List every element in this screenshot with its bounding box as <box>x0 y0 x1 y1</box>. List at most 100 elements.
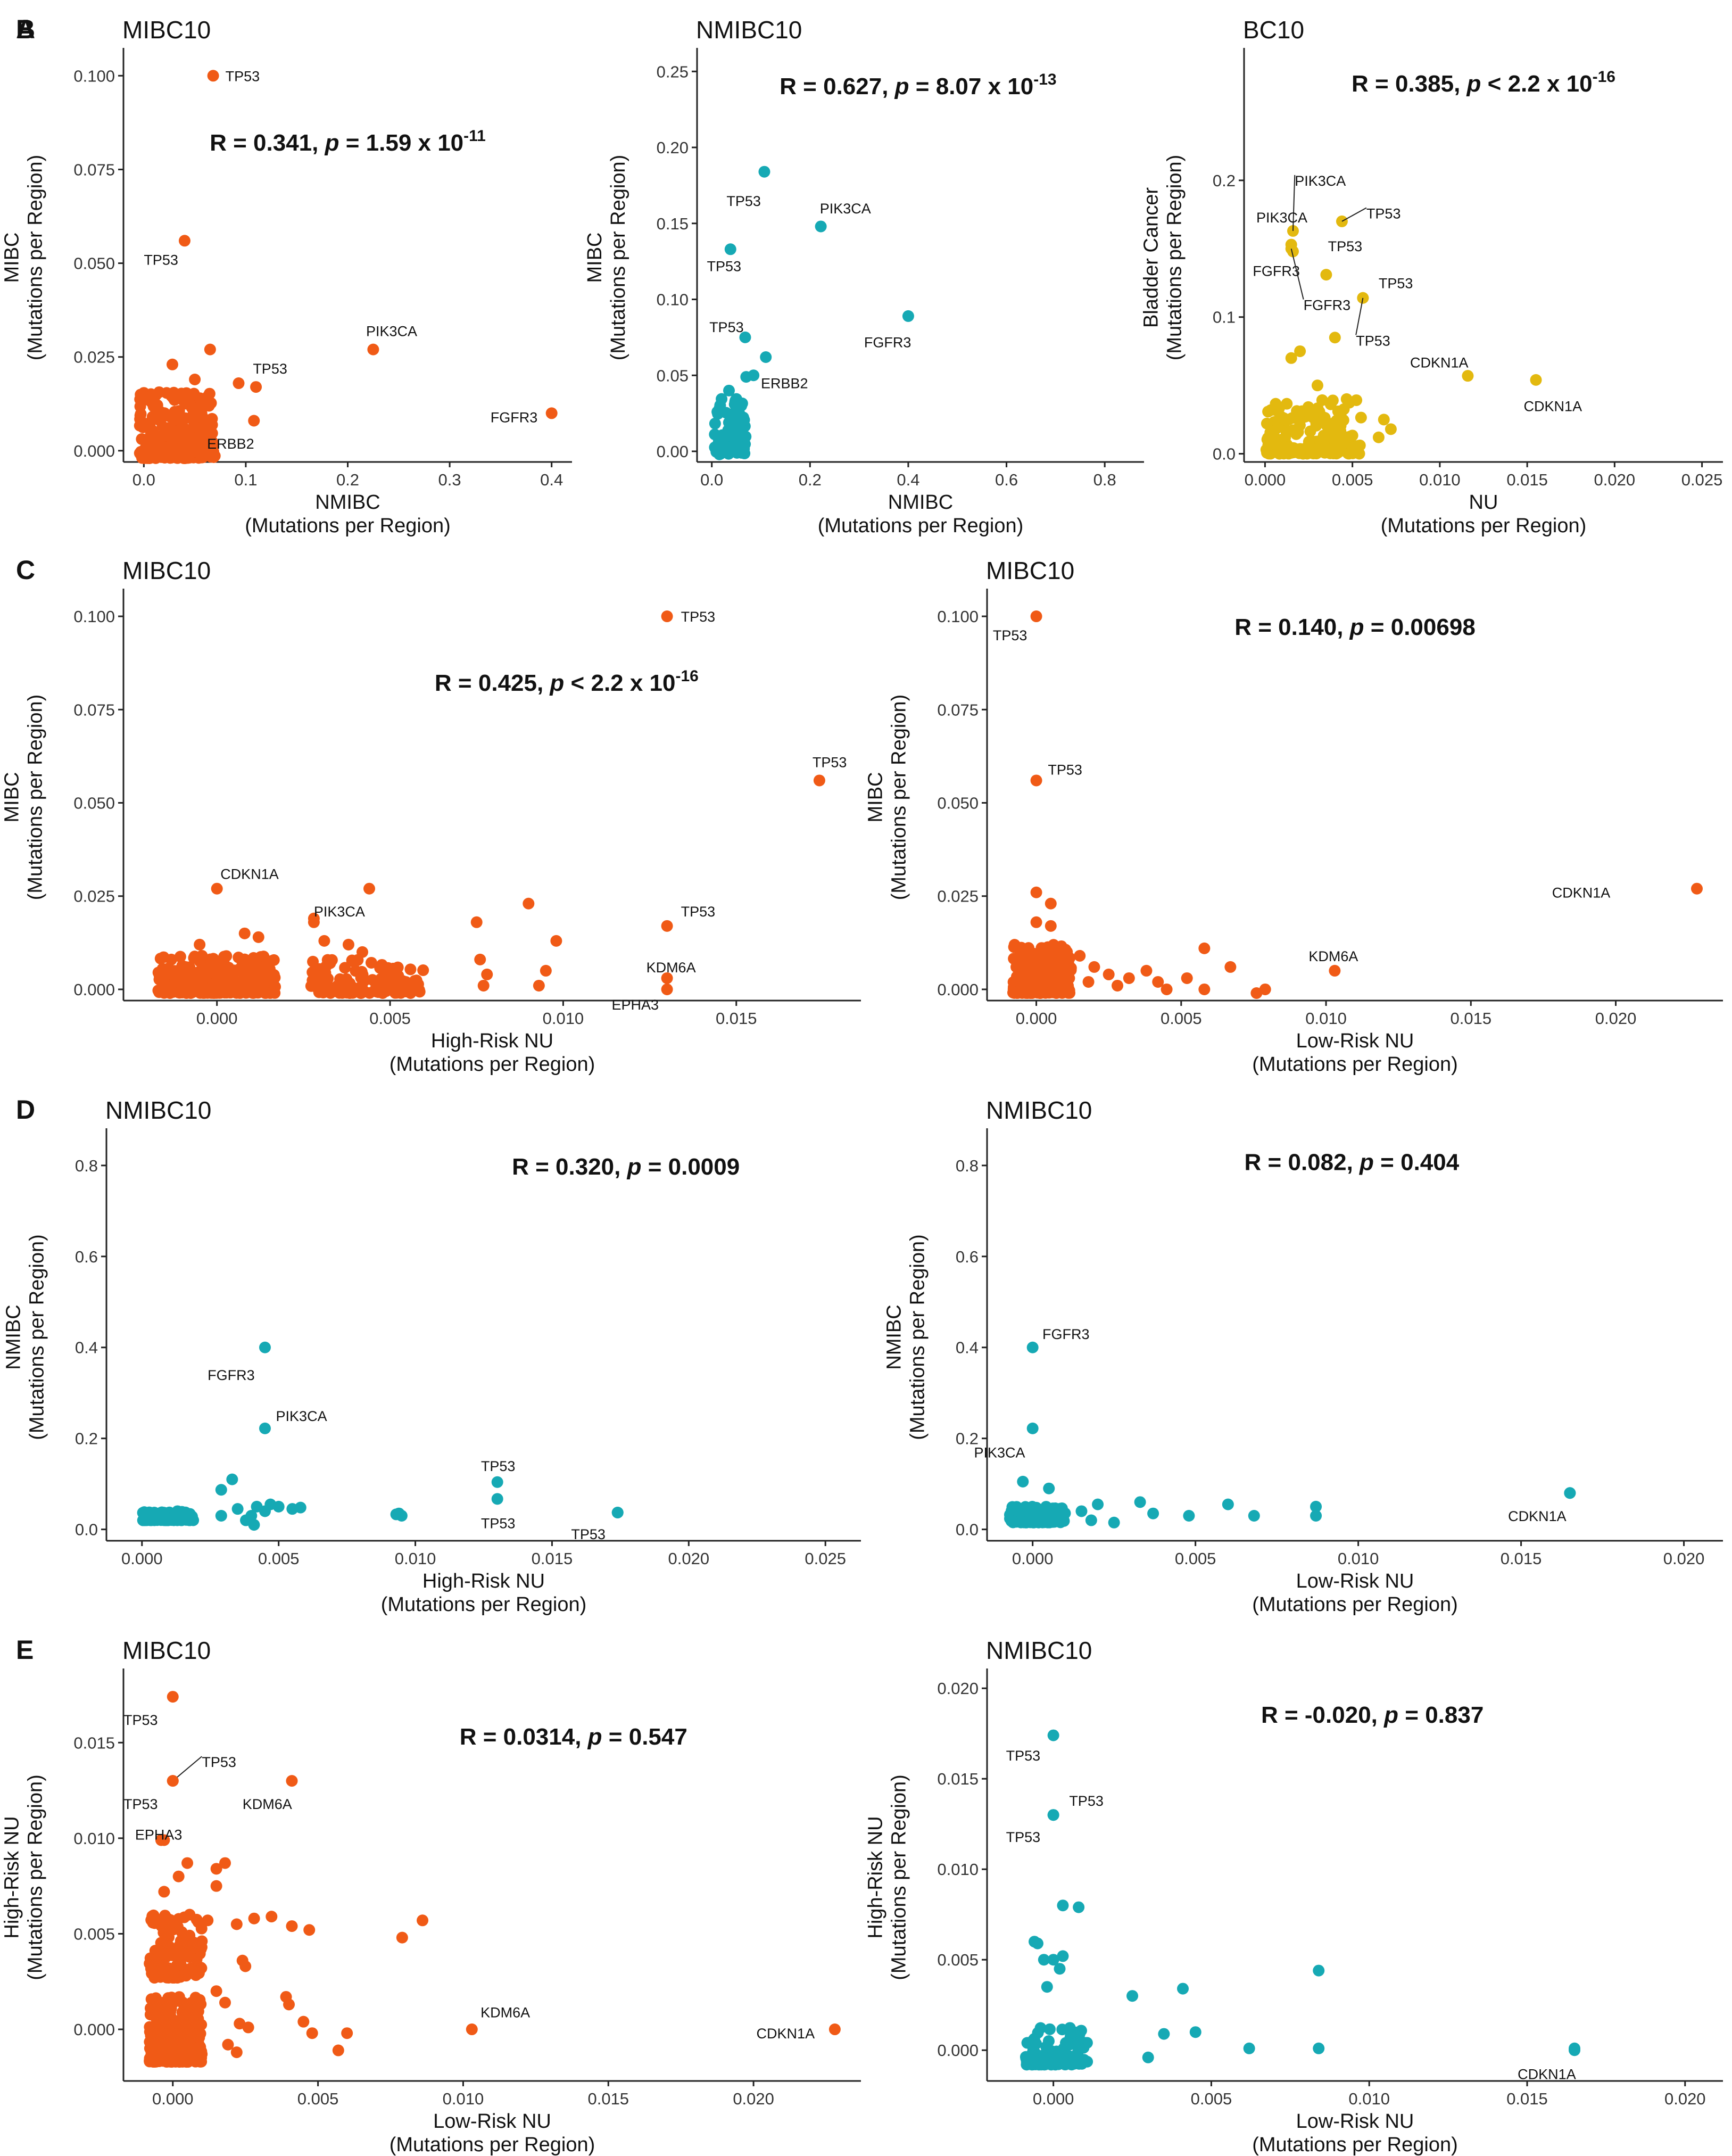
data-point <box>158 1886 170 1898</box>
gene-label: TP53 <box>709 319 744 335</box>
p-symbol: p <box>587 1724 602 1750</box>
data-point <box>156 963 169 975</box>
data-point <box>303 1924 316 1936</box>
y-tick-label: 0.100 <box>73 67 115 85</box>
gene-label: PIK3CA <box>974 1444 1025 1460</box>
space <box>1481 71 1487 97</box>
separator: , <box>614 1154 627 1180</box>
p-symbol: p <box>1359 1149 1374 1175</box>
p-operator: = <box>1371 614 1385 640</box>
data-point <box>1035 2057 1048 2069</box>
data-point <box>737 411 749 424</box>
x-tick-label: 0.015 <box>1501 1549 1542 1568</box>
x-tick-label: 0.010 <box>1305 1009 1347 1028</box>
highlighted-point <box>828 2023 841 2036</box>
x-tick-label: 0.4 <box>540 470 563 489</box>
gene-label: TP53 <box>1366 206 1401 222</box>
data-point <box>1074 949 1086 962</box>
y-tick-label: 0.005 <box>937 1951 979 1969</box>
data-point <box>341 2027 353 2039</box>
data-point <box>1261 417 1273 429</box>
panel-letter: D <box>16 1095 35 1125</box>
correlation-annotation: R = 0.627, p = 8.07 x 10-13 <box>780 71 1056 100</box>
data-point <box>190 1913 203 1926</box>
p-symbol: p <box>325 130 339 156</box>
point-cloud <box>1004 1475 1576 1529</box>
highlighted-point <box>661 983 673 995</box>
highlighted-point <box>661 610 673 623</box>
highlighted-point <box>1026 1341 1039 1353</box>
data-point <box>186 1942 198 1954</box>
data-point <box>222 2038 234 2051</box>
panel-title: MIBC10 <box>122 1637 211 1664</box>
data-point <box>1057 1950 1069 1962</box>
data-point <box>1329 332 1341 344</box>
data-point <box>145 442 157 455</box>
x-tick-label: 0.000 <box>152 2089 194 2108</box>
gene-label: PIK3CA <box>1295 173 1346 189</box>
x-tick-label: 0.000 <box>121 1549 163 1568</box>
y-tick-label: 0.00 <box>657 442 689 461</box>
data-point <box>1317 437 1330 449</box>
highlighted-point <box>1462 370 1474 382</box>
data-point <box>170 413 182 425</box>
y-tick-label: 0.050 <box>73 254 115 273</box>
data-point <box>151 450 163 462</box>
data-point <box>317 985 329 997</box>
scatter-panel-e1: MIBC10 E 0.000 0.005 0.010 0.015 0.020 0.000 0.0… <box>1 1635 861 2156</box>
scatter-panel-e2: NMIBC10 0.000 0.005 0.010 0.015 0.020 0.000 0.0… <box>865 1637 1723 2156</box>
p-operator: = <box>346 130 360 156</box>
p-value: 0.00698 <box>1391 614 1476 640</box>
y-axis-unit: (Mutations per Region) <box>888 1774 910 1980</box>
gene-label: TP53 <box>226 68 260 84</box>
highlighted-point <box>1047 1729 1059 1741</box>
data-point <box>1043 2023 1056 2035</box>
y-axis-label: NMIBC <box>883 1304 906 1369</box>
data-point <box>165 2002 177 2014</box>
highlighted-point <box>308 912 320 924</box>
gene-label: KDM6A <box>480 2005 530 2021</box>
space <box>339 130 345 156</box>
y-tick-label: 0.6 <box>75 1248 98 1266</box>
data-point <box>1152 976 1164 988</box>
data-point <box>1311 379 1323 392</box>
point-cloud <box>1007 886 1271 999</box>
data-point <box>164 982 177 994</box>
data-point <box>231 1503 244 1515</box>
p-symbol: p <box>1349 614 1364 640</box>
p-exponent: -16 <box>1593 68 1615 86</box>
data-point <box>339 962 351 974</box>
data-point <box>172 1870 185 1882</box>
data-point <box>1183 1509 1195 1522</box>
highlighted-point <box>661 972 673 984</box>
data-point <box>523 897 535 910</box>
space <box>1501 71 1507 97</box>
data-point <box>1385 423 1397 435</box>
data-point <box>195 1922 208 1935</box>
data-point <box>1198 983 1211 995</box>
highlighted-point <box>611 1507 624 1519</box>
data-point <box>286 1920 298 1932</box>
data-point <box>215 1484 227 1496</box>
data-point <box>481 968 493 980</box>
gene-label: TP53 <box>813 754 847 770</box>
data-point <box>187 410 200 422</box>
data-point <box>165 1918 178 1930</box>
gene-label: TP53 <box>571 1526 606 1542</box>
data-point <box>324 957 336 969</box>
r-symbol: R = <box>210 130 253 156</box>
highlighted-point <box>491 1493 503 1505</box>
r-value: 0.320 <box>556 1154 614 1180</box>
data-point <box>202 1914 214 1927</box>
y-axis-label: Bladder Cancer <box>1140 187 1163 328</box>
x-tick-label: 0.020 <box>1594 470 1636 489</box>
data-point <box>145 2025 157 2037</box>
data-point <box>210 1985 222 1997</box>
data-point <box>333 987 345 999</box>
data-point <box>1082 976 1095 988</box>
scatter-panel-d2: NMIBC10 0.000 0.005 0.010 0.015 0.020 0.0 0.2 0.… <box>883 1096 1723 1616</box>
highlighted-point <box>760 351 772 364</box>
gene-label: CDKN1A <box>1518 2066 1576 2082</box>
highlighted-point <box>724 243 736 255</box>
gene-label: TP53 <box>993 627 1027 643</box>
